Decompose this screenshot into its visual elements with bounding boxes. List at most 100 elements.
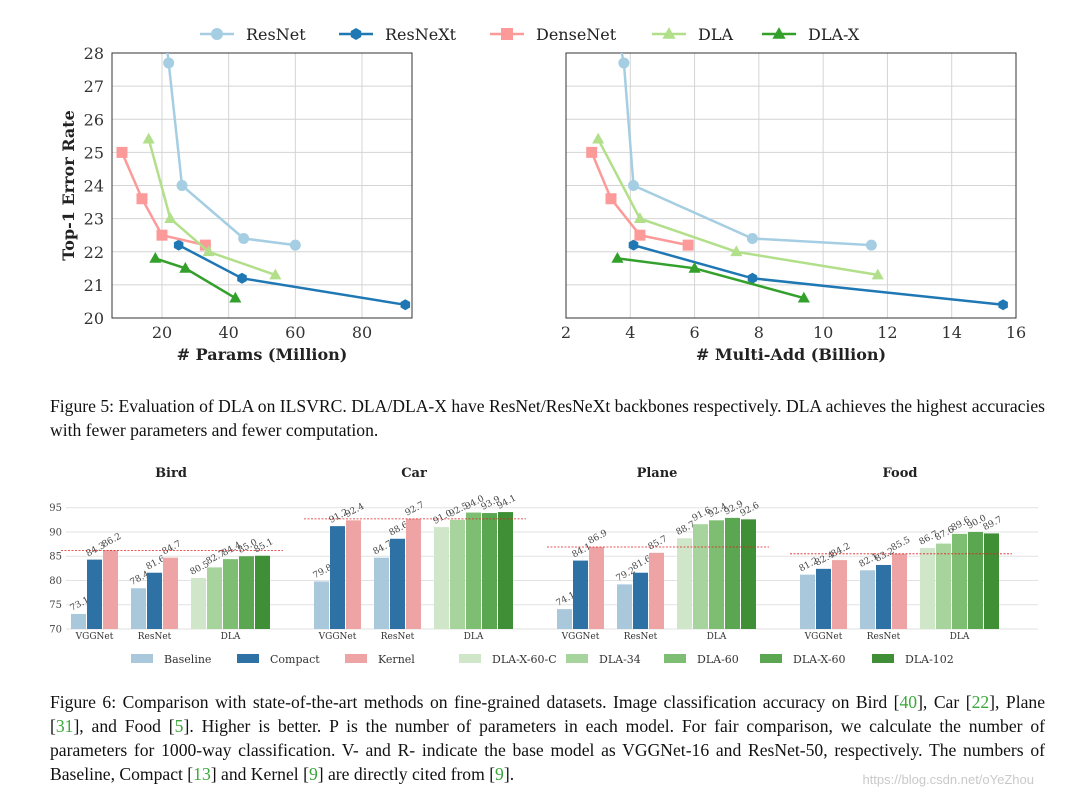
figure-5-line-charts: ResNet ResNeXt DenseNet DLA DLA-X Top-1 Error… <box>59 25 1026 364</box>
bar-panel: 74.184.186.9VGGNet79.281.685.7ResNet88.7… <box>547 466 769 642</box>
data-point <box>586 146 598 158</box>
bar-value-label: 94.1 <box>496 493 518 511</box>
bar <box>498 512 513 629</box>
group-label: ResNet <box>381 632 415 642</box>
bar <box>952 533 967 629</box>
bar <box>968 531 983 629</box>
data-point <box>605 193 617 205</box>
citation-link[interactable]: 9 <box>308 764 318 784</box>
group-label: VGGNet <box>75 632 114 642</box>
caption-text: ] and Kernel [ <box>210 764 309 784</box>
legend-item: Compact <box>237 653 320 666</box>
watermark: https://blog.csdn.net/oYeZhou <box>862 772 1034 787</box>
bar <box>330 526 345 629</box>
bar <box>709 520 724 629</box>
panel-title: Plane <box>637 466 678 481</box>
bar-value-label: 84.2 <box>830 542 852 560</box>
bar <box>346 520 361 629</box>
citation-link[interactable]: 40 <box>899 692 918 712</box>
line-panel: 20 21 22 23 24 25 26 27 28 20 40 60 80# Params (Mill… <box>84 44 413 364</box>
legend-swatch <box>872 654 894 663</box>
x-tick-label: 12 <box>877 323 897 342</box>
group-label: DLA <box>950 632 970 642</box>
legend-label: Kernel <box>378 653 415 666</box>
group-label: VGGNet <box>561 632 600 642</box>
legend-swatch <box>459 654 481 663</box>
legend-label: DLA-34 <box>599 653 641 666</box>
bar <box>741 519 756 629</box>
citation-link[interactable]: 22 <box>971 692 990 712</box>
bar <box>677 538 692 629</box>
y-tick-label: 24 <box>84 177 104 196</box>
series-line <box>617 257 805 300</box>
data-point <box>865 239 877 251</box>
data-point <box>634 229 646 241</box>
series-resnext <box>628 239 1008 311</box>
group-label: VGGNet <box>804 632 843 642</box>
legend-marker <box>211 28 223 40</box>
figure-6-caption: Figure 6: Comparison with state-of-the-a… <box>50 690 1045 786</box>
y-tick-label: 28 <box>84 44 104 63</box>
legend: Baseline Compact Kernel DLA-X-60-C DLA-34 DLA… <box>131 653 954 666</box>
bar-value-label: 86.2 <box>101 532 123 550</box>
bar <box>617 584 632 629</box>
bar <box>876 564 891 629</box>
data-point <box>400 299 411 311</box>
bar-value-label: 86.9 <box>587 528 610 546</box>
x-tick-label: 8 <box>754 323 764 342</box>
data-point <box>164 212 177 224</box>
legend-swatch <box>760 654 782 663</box>
x-tick-label: 10 <box>813 323 833 342</box>
data-point <box>136 193 148 205</box>
x-tick-label: 20 <box>152 323 172 342</box>
citation-link[interactable]: 9 <box>495 764 504 784</box>
data-point <box>179 261 192 273</box>
bar-value-label: 85.7 <box>647 534 670 552</box>
x-tick-label: 14 <box>942 323 962 342</box>
x-tick-label: 2 <box>561 323 571 342</box>
citation-link[interactable]: 31 <box>55 716 74 736</box>
legend-item: ResNeXt <box>339 25 457 44</box>
bar <box>131 588 146 629</box>
figure-6-bar-charts: 70758085909573.184.386.2VGGNet78.481.684… <box>49 466 1038 666</box>
group-label: ResNet <box>624 632 658 642</box>
bar <box>103 550 118 629</box>
series-line <box>147 138 276 277</box>
y-tick-label: 70 <box>49 625 62 636</box>
bar <box>255 555 270 629</box>
bar <box>573 560 588 629</box>
legend-label: DLA-X-60-C <box>492 653 557 666</box>
line-panel: 2 4 6 8 10 12 14 16 # Multi-Add (Billion) <box>561 52 1026 364</box>
bar <box>936 543 951 629</box>
caption-text: ] are directly cited from [ <box>317 764 496 784</box>
x-tick-label: 40 <box>218 323 238 342</box>
citation-link[interactable]: 5 <box>174 716 184 736</box>
data-point <box>747 272 758 284</box>
bar <box>434 527 449 629</box>
bar <box>482 513 497 629</box>
bar-value-label: 92.4 <box>344 502 367 520</box>
bar <box>892 553 907 629</box>
data-point <box>149 252 162 263</box>
data-point <box>116 146 128 158</box>
legend-label: ResNeXt <box>385 25 457 44</box>
bar <box>71 613 86 629</box>
data-point <box>199 239 211 251</box>
legend-item: DLA-60 <box>664 653 739 666</box>
caption-text: Figure 6: Comparison with state-of-the-a… <box>50 692 900 712</box>
bar <box>557 609 572 629</box>
x-tick-label: 16 <box>1006 323 1026 342</box>
bar-value-label: 85.5 <box>890 535 913 553</box>
legend-label: DLA <box>698 25 733 44</box>
bar <box>633 572 648 629</box>
legend-label: Baseline <box>164 653 211 666</box>
data-point <box>688 261 701 273</box>
group-label: DLA <box>221 632 241 642</box>
series-densenet <box>116 146 211 251</box>
legend-swatch <box>131 654 153 663</box>
bar <box>147 572 162 629</box>
legend-item: DLA-X <box>762 25 860 44</box>
citation-link[interactable]: 13 <box>193 764 211 784</box>
legend-item: DLA <box>652 25 733 44</box>
y-tick-label: 20 <box>84 309 104 328</box>
